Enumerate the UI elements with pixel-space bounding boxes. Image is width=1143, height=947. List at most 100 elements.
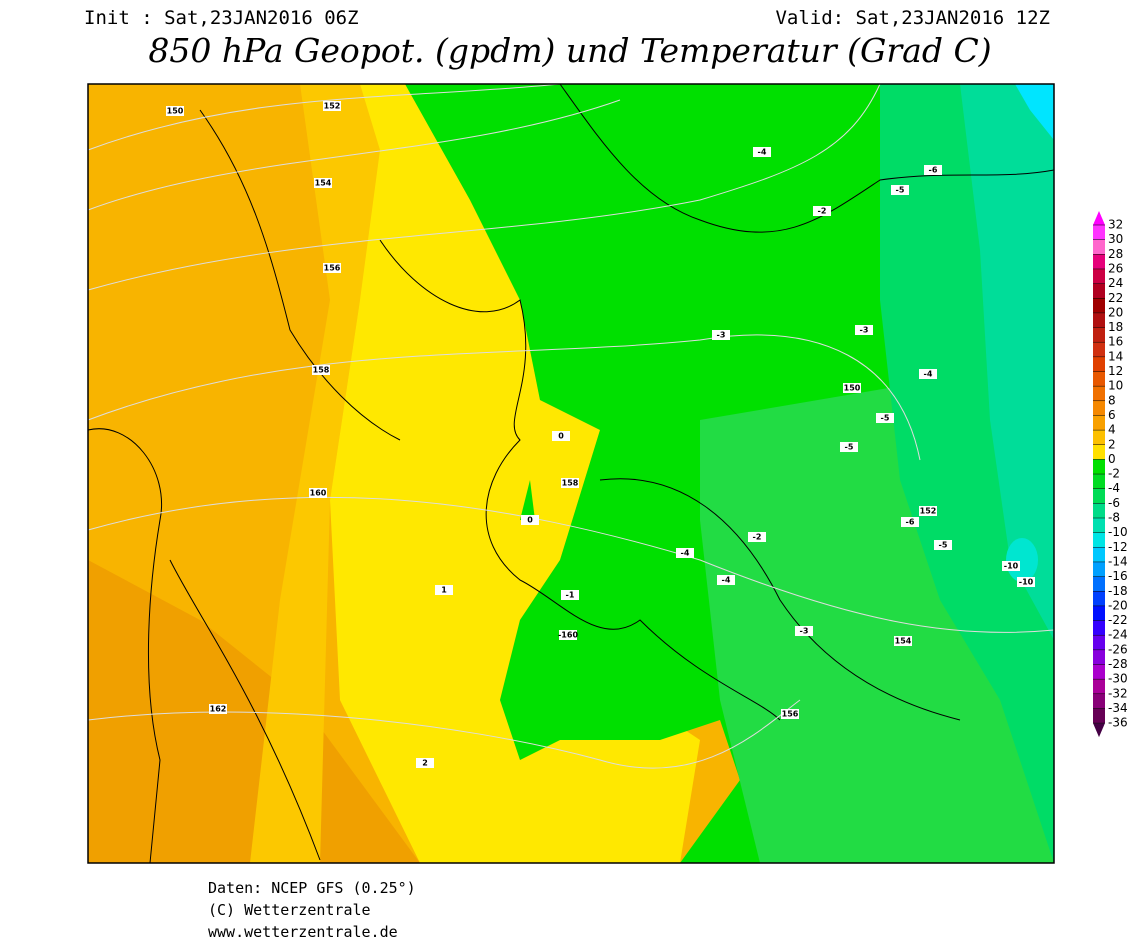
contour-label-box [795,626,813,636]
colorbar-band [1093,649,1105,665]
colorbar-band [1093,576,1105,592]
contour-label: -2 [753,533,762,542]
contour-label: 0 [558,432,564,441]
colorbar-band [1093,444,1105,460]
colorbar-label: -12 [1108,540,1128,554]
contour-label: 156 [782,710,799,719]
contour-label-box [934,540,952,550]
colorbar-band [1093,342,1105,357]
colorbar-band [1093,239,1105,255]
colorbar-label: -6 [1108,496,1120,510]
contour-label-box [748,532,766,542]
map-title: 850 hPa Geopot. (gpdm) und Temperatur (G… [148,31,991,70]
map-frame [87,83,1055,864]
contour-label-box [416,758,434,768]
colorbar: 32302826242220181614121086420-2-4-6-8-10… [1093,211,1128,738]
contour-label: -3 [800,627,809,636]
colorbar-label: -18 [1108,584,1128,598]
contour-label: -5 [939,541,948,550]
colorbar-band [1093,679,1105,694]
colorbar-band [1093,503,1105,518]
coastline [199,109,401,441]
contour-label: -4 [758,148,767,157]
colorbar-label: -10 [1108,525,1128,539]
colorbar-label: 20 [1108,305,1123,319]
contour-label: 1 [441,586,447,595]
colorbar-label: -26 [1108,642,1128,656]
colorbar-band [1093,400,1105,416]
colorbar-label: 18 [1108,320,1123,334]
contour-label: -2 [818,207,827,216]
colorbar-label: -22 [1108,613,1128,627]
contour-label: -4 [722,576,731,585]
contour-label-box [314,178,332,188]
contour-label: 0 [527,516,533,525]
colorbar-label: 6 [1108,408,1116,422]
colorbar-label: 30 [1108,232,1123,246]
field-cold-spot [1006,538,1038,582]
contour-label: 156 [324,264,341,273]
contour-label: 154 [315,179,332,188]
colorbar-band [1093,312,1105,328]
contour-label: 150 [844,384,861,393]
contour-label-box [309,488,327,498]
contour-label: 158 [313,366,330,375]
colorbar-band [1093,664,1105,680]
map-area: 150 152 154 156 158 160 162 -4 -6 -5 -2 -3 -3 150 -4 -5… [87,83,1055,864]
contour-label-box [843,383,861,393]
colorbar-band [1093,518,1105,533]
colorbar-label: 28 [1108,247,1123,261]
colorbar-band [1093,268,1105,284]
init-time: Init : Sat,23JAN2016 06Z [84,7,359,29]
colorbar-label: 32 [1108,218,1123,232]
contour-label-box [781,709,799,719]
colorbar-label: 2 [1108,437,1116,451]
contour-label-box [559,630,577,640]
contour-label: 158 [562,479,579,488]
colorbar-label: -32 [1108,686,1128,700]
contour-label-box [552,431,570,441]
contour-label-box [891,185,909,195]
colorbar-label: 4 [1108,423,1116,437]
contour-label: -5 [845,443,854,452]
colorbar-label: 8 [1108,393,1116,407]
contour-label: -5 [881,414,890,423]
colorbar-band [1093,386,1105,401]
contour-label: -10 [1019,578,1034,587]
contour-label-box [312,365,330,375]
contour-label: 162 [210,705,227,714]
footer-source: Daten: NCEP GFS (0.25°) [208,879,416,897]
border [599,478,961,721]
colorbar-band [1093,474,1105,489]
colorbar-label: 10 [1108,379,1123,393]
colorbar-label: -8 [1108,511,1120,525]
contour-label: -160 [558,631,578,640]
colorbar-band [1093,532,1105,548]
contour-label-box [753,147,771,157]
contour-label-box [209,704,227,714]
colorbar-top-arrow [1093,211,1105,225]
contour-label: 152 [920,507,937,516]
geopotential-contours [87,83,1055,769]
contour-label: -4 [681,549,690,558]
colorbar-band [1093,327,1105,343]
colorbar-label: -24 [1108,628,1128,642]
contour-label: -4 [924,370,933,379]
contour-label: -6 [906,518,915,527]
contour-label-box [876,413,894,423]
colorbar-band [1093,371,1105,387]
colorbar-band [1093,254,1105,269]
colorbar-band [1093,620,1105,636]
colorbar-label: 24 [1108,276,1123,290]
contour-label: -5 [896,186,905,195]
colorbar-band [1093,459,1105,475]
colorbar-label: -4 [1108,481,1120,495]
contour-label-box [813,206,831,216]
contour-label-box [435,585,453,595]
contour-label-box [323,101,341,111]
contour-label: -3 [717,331,726,340]
colorbar-label: -30 [1108,672,1128,686]
colorbar-label: -2 [1108,467,1120,481]
